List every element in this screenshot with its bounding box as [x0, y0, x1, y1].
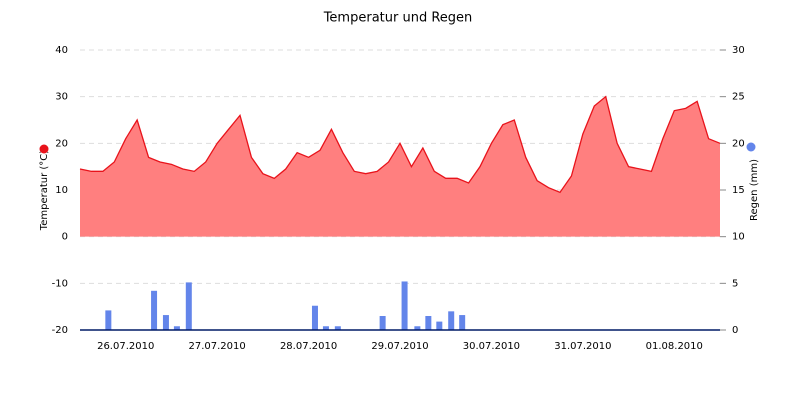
y2-tick-label: 20: [732, 138, 745, 149]
y2-axis-label: Regen (mm): [749, 159, 760, 221]
rain-bar: [185, 282, 192, 330]
x-tick-label: 29.07.2010: [371, 341, 428, 352]
y2-tick-label: 15: [732, 185, 745, 196]
chart-title: Temperatur und Regen: [323, 11, 473, 26]
legend-marker: [39, 144, 49, 154]
y-tick-label: 30: [55, 92, 68, 103]
x-tick-label: 27.07.2010: [189, 341, 246, 352]
y2-tick-label: 5: [732, 278, 738, 289]
rain-bar: [162, 315, 169, 330]
y2-tick-label: 10: [732, 232, 745, 243]
y-axis-label: Temperatur (°C): [39, 150, 50, 231]
rain-bar: [436, 321, 443, 330]
x-tick-label: 01.08.2010: [646, 341, 703, 352]
temperature-area: [80, 96, 720, 237]
rain-bar: [105, 310, 112, 330]
y-tick-label: 20: [55, 138, 68, 149]
x-tick-label: 28.07.2010: [280, 341, 337, 352]
x-tick-label: 30.07.2010: [463, 341, 520, 352]
x-tick-label: 31.07.2010: [554, 341, 611, 352]
rain-bar: [425, 316, 432, 330]
rain-bar: [414, 326, 421, 330]
rain-bar: [379, 316, 386, 330]
rain-bar: [173, 326, 180, 330]
rain-bar: [448, 311, 455, 330]
temperature-line: [79, 95, 721, 194]
y-tick-label: -20: [52, 325, 68, 336]
y2-tick-label: 30: [732, 45, 745, 56]
y-tick-label: 0: [62, 232, 68, 243]
rain-bar: [322, 326, 329, 330]
rain-bar: [334, 326, 341, 330]
x-tick-label: 26.07.2010: [97, 341, 154, 352]
y2-tick-label: 25: [732, 92, 745, 103]
rain-bar: [459, 315, 466, 330]
legend-marker: [746, 142, 756, 152]
rain-bar: [151, 290, 158, 330]
y-tick-label: 40: [55, 45, 68, 56]
rain-bar: [311, 305, 318, 330]
y2-tick-label: 0: [732, 325, 738, 336]
rain-bar: [401, 281, 408, 330]
y-tick-label: 10: [55, 185, 68, 196]
y-tick-label: -10: [52, 278, 68, 289]
